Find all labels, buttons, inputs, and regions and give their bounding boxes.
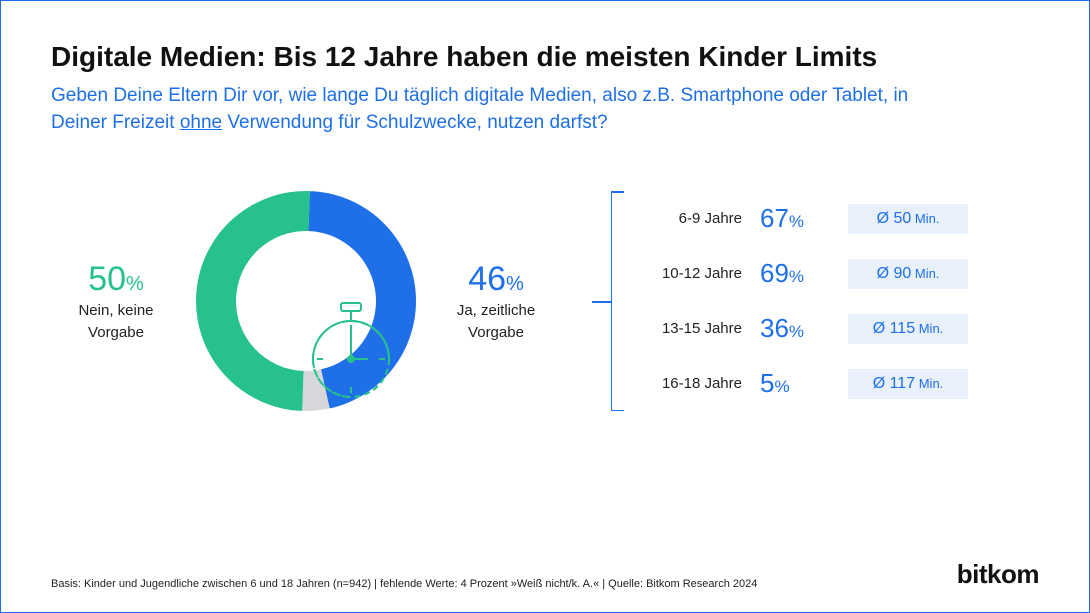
left-desc-2: Vorgabe (51, 323, 181, 343)
breakdown-row: 6-9 Jahre 67% Ø 50 Min. (642, 191, 968, 246)
left-pct-value: 50 (88, 260, 126, 298)
age-label: 6-9 Jahre (642, 210, 742, 227)
breakdown-column: 6-9 Jahre 67% Ø 50 Min. 10-12 Jahre 69% Ø 90 … (611, 191, 968, 411)
page-title: Digitale Medien: Bis 12 Jahre haben die … (51, 41, 1039, 73)
left-label: 50% Nein, keine Vorgabe (51, 260, 181, 342)
main-content: 50% Nein, keine Vorgabe (51, 186, 1039, 416)
subtitle-underline: ohne (180, 112, 222, 133)
breakdown-row: 10-12 Jahre 69% Ø 90 Min. (642, 246, 968, 301)
footer: Basis: Kinder und Jugendliche zwischen 6… (51, 559, 1039, 590)
right-pct-value: 46 (468, 260, 506, 298)
footnote: Basis: Kinder und Jugendliche zwischen 6… (51, 578, 757, 590)
row-pct: 5% (760, 368, 830, 399)
avg-minutes-box: Ø 90 Min. (848, 259, 968, 289)
donut-block: 50% Nein, keine Vorgabe (51, 186, 561, 416)
left-pct: 50% (51, 260, 181, 299)
breakdown-row: 16-18 Jahre 5% Ø 117 Min. (642, 356, 968, 411)
age-label: 10-12 Jahre (642, 265, 742, 282)
donut-chart (191, 186, 421, 416)
right-pct-sign: % (506, 273, 524, 295)
right-pct: 46% (431, 260, 561, 299)
right-desc-1: Ja, zeitliche (431, 301, 561, 321)
row-pct: 36% (760, 313, 830, 344)
bracket-connector (592, 301, 612, 303)
left-desc-1: Nein, keine (51, 301, 181, 321)
row-pct: 69% (760, 258, 830, 289)
right-label: 46% Ja, zeitliche Vorgabe (431, 260, 561, 342)
breakdown-row: 13-15 Jahre 36% Ø 115 Min. (642, 301, 968, 356)
subtitle-post: Verwendung für Schulzwecke, nutzen darfs… (222, 112, 608, 133)
age-label: 16-18 Jahre (642, 375, 742, 392)
bitkom-logo: bitkom (957, 559, 1039, 590)
row-pct: 67% (760, 203, 830, 234)
subtitle: Geben Deine Eltern Dir vor, wie lange Du… (51, 83, 951, 136)
avg-minutes-box: Ø 117 Min. (848, 369, 968, 399)
left-pct-sign: % (126, 273, 144, 295)
infographic-frame: Digitale Medien: Bis 12 Jahre haben die … (0, 0, 1090, 613)
donut-slice (196, 191, 310, 411)
avg-minutes-box: Ø 50 Min. (848, 204, 968, 234)
right-desc-2: Vorgabe (431, 323, 561, 343)
age-label: 13-15 Jahre (642, 320, 742, 337)
avg-minutes-box: Ø 115 Min. (848, 314, 968, 344)
